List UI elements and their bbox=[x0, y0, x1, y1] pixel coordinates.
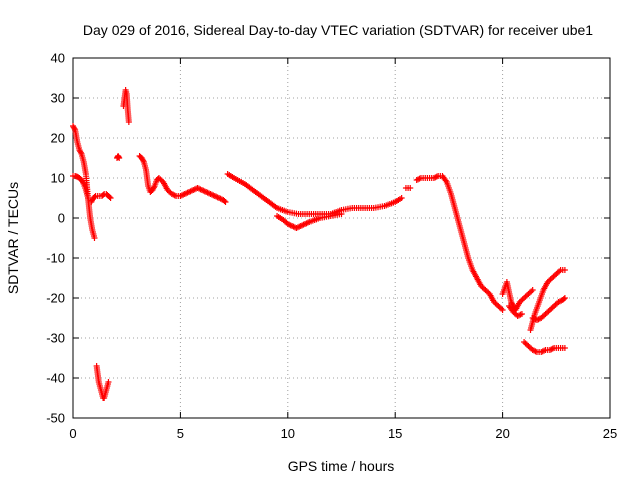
data-point bbox=[560, 296, 567, 302]
data-point bbox=[221, 198, 228, 204]
data-point bbox=[125, 119, 132, 125]
y-axis-label: SDTVAR / TECUs bbox=[5, 182, 21, 294]
data-point bbox=[150, 184, 157, 191]
x-tick-label: 20 bbox=[495, 426, 509, 441]
x-tick-label: 25 bbox=[603, 426, 617, 441]
y-tick-label: 30 bbox=[51, 91, 65, 106]
plot-frame bbox=[72, 57, 611, 419]
x-tick-label: 0 bbox=[69, 426, 76, 441]
data-point bbox=[338, 211, 345, 217]
data-point bbox=[77, 149, 84, 156]
x-tick-label: 15 bbox=[388, 426, 402, 441]
y-tick-label: -30 bbox=[46, 331, 65, 346]
data-point bbox=[106, 194, 113, 200]
data-point bbox=[91, 235, 98, 241]
data-point bbox=[398, 195, 405, 201]
data-point bbox=[85, 195, 92, 201]
y-tick-label: -50 bbox=[46, 411, 65, 426]
y-tick-label: -20 bbox=[46, 291, 65, 306]
y-tick-label: 10 bbox=[51, 171, 65, 186]
data-point bbox=[107, 195, 114, 201]
data-point bbox=[116, 155, 123, 161]
x-axis-label: GPS time / hours bbox=[288, 458, 395, 474]
data-point bbox=[91, 194, 98, 200]
data-point bbox=[499, 307, 506, 313]
y-tick-label: 40 bbox=[51, 51, 65, 66]
data-point bbox=[518, 311, 525, 317]
grid bbox=[73, 58, 610, 418]
data-point bbox=[561, 345, 568, 351]
data-point bbox=[105, 379, 112, 385]
x-tick-label: 5 bbox=[177, 426, 184, 441]
data-series bbox=[70, 87, 568, 401]
data-point bbox=[71, 125, 78, 132]
x-tick-label: 10 bbox=[281, 426, 295, 441]
data-point bbox=[561, 267, 568, 273]
y-tick-label: -40 bbox=[46, 371, 65, 386]
y-axis: -50 -40 -30 -20 -10 0 10 20 30 40 bbox=[46, 51, 610, 426]
y-tick-label: -10 bbox=[46, 251, 65, 266]
data-point bbox=[407, 185, 414, 191]
data-point bbox=[222, 199, 229, 205]
data-point bbox=[80, 179, 87, 186]
y-tick-label: 20 bbox=[51, 131, 65, 146]
data-point bbox=[529, 287, 536, 293]
chart-title: Day 029 of 2016, Sidereal Day-to-day VTE… bbox=[83, 22, 593, 38]
y-tick-label: 0 bbox=[58, 211, 65, 226]
data-point bbox=[140, 157, 147, 164]
x-axis: 0 5 10 15 20 25 bbox=[69, 58, 617, 441]
data-point bbox=[561, 295, 568, 301]
